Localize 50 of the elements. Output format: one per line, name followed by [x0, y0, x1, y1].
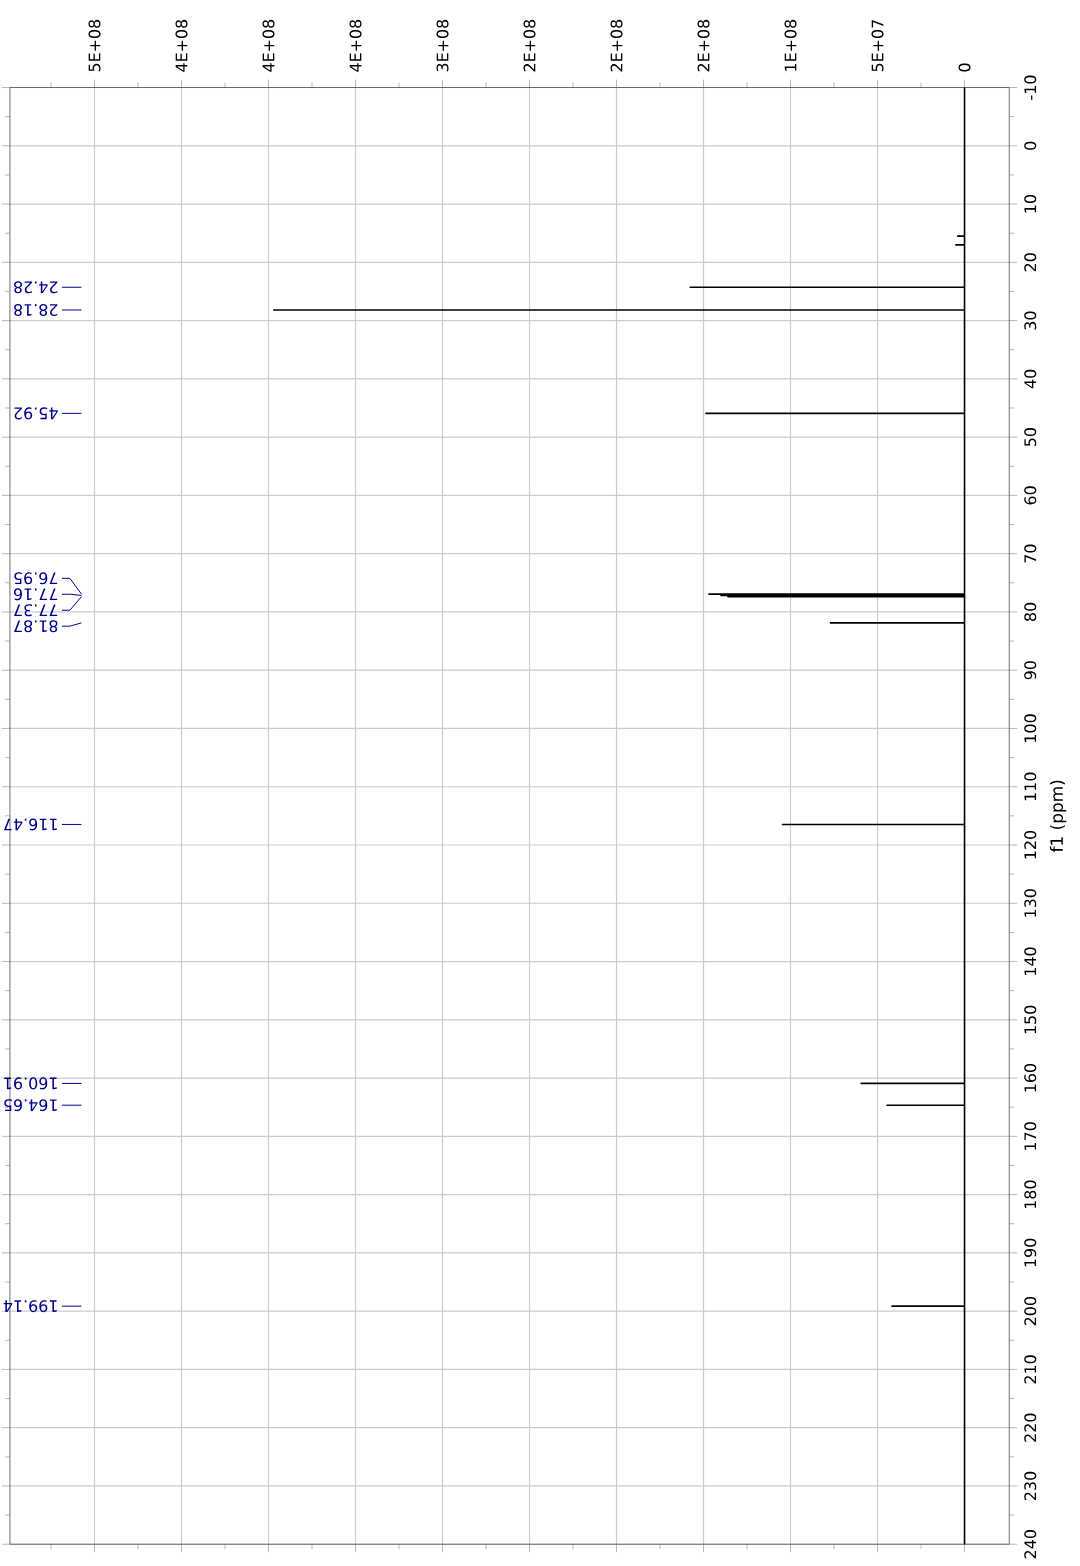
x-tick-label: 5E+08: [88, 19, 101, 72]
y-tick-label: 200: [1024, 1297, 1037, 1326]
y-tick-label: 220: [1024, 1413, 1037, 1442]
x-tick-label: 2E+08: [610, 19, 623, 72]
y-tick-label: 50: [1024, 428, 1037, 447]
x-tick-label: 2E+08: [523, 19, 536, 72]
y-tick-label: 130: [1024, 889, 1037, 917]
y-tick-label: 80: [1024, 602, 1037, 621]
y-tick-label: 240: [1024, 1530, 1037, 1559]
x-tick-label: 4E+08: [175, 19, 188, 72]
x-tick-label: 4E+08: [349, 19, 362, 72]
annotation: 164.65: [4, 1099, 57, 1112]
y-tick-label: 0: [1024, 141, 1037, 150]
x-tick-label: 2E+08: [697, 19, 710, 72]
annotation: 77.16: [14, 588, 58, 601]
y-tick-label: 150: [1024, 1005, 1037, 1034]
y-tick-label: 140: [1024, 947, 1037, 975]
y-tick-label: 210: [1024, 1355, 1037, 1384]
x-tick-label: 0: [958, 63, 971, 72]
line-series: [273, 86, 966, 1546]
x-tick-label: 1E+08: [784, 19, 797, 71]
y-tick-label: 230: [1024, 1471, 1037, 1500]
y-tick-label: 20: [1024, 253, 1037, 272]
annotation: 116.47: [4, 818, 57, 831]
y-tick-label: 110: [1024, 772, 1037, 801]
y-tick-label: 30: [1024, 311, 1037, 330]
annotation: 81.87: [14, 620, 58, 633]
y-tick-label: 180: [1024, 1180, 1037, 1209]
annotation: 28.18: [14, 303, 58, 317]
y-tick-label: 120: [1024, 830, 1037, 859]
x-tick-label: 3E+08: [436, 19, 449, 72]
y-axis-title: f1 (ppm): [1050, 780, 1067, 853]
y-tick-label: -10: [1024, 75, 1037, 100]
y-tick-label: 60: [1024, 486, 1037, 505]
y-tick-label: 160: [1024, 1063, 1037, 1092]
x-tick-label: 4E+08: [262, 19, 275, 72]
annotation: 160.91: [4, 1077, 57, 1090]
y-tick-label: 190: [1024, 1238, 1037, 1267]
annotation: 199.14: [3, 1300, 57, 1313]
y-tick-label: 170: [1024, 1122, 1037, 1150]
annotation: 76.95: [14, 572, 58, 585]
y-tick-label: 40: [1024, 369, 1037, 389]
y-tick-label: 10: [1024, 194, 1037, 213]
annotation: 77.37: [14, 604, 58, 617]
y-tick-label: 70: [1024, 544, 1037, 563]
annotation: 24.28: [14, 281, 58, 294]
y-tick-label: 90: [1024, 661, 1037, 680]
x-tick-label: 5E+07: [871, 20, 884, 72]
y-tick-label: 100: [1024, 714, 1037, 742]
annotation: 45.92: [14, 407, 58, 420]
